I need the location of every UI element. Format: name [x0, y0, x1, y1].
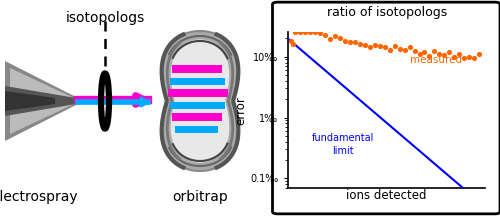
Polygon shape [170, 78, 225, 84]
Point [336, 37, 344, 40]
Point [420, 51, 428, 54]
Point [302, 31, 310, 34]
Polygon shape [162, 31, 238, 171]
Point [426, 54, 434, 58]
Point [450, 55, 458, 59]
Polygon shape [5, 91, 55, 111]
Point [475, 52, 483, 56]
Point [371, 43, 379, 47]
Point [346, 40, 354, 43]
Point [440, 53, 448, 57]
Point [292, 31, 300, 34]
Polygon shape [5, 86, 76, 116]
Point [288, 39, 296, 43]
Polygon shape [170, 39, 230, 163]
Point [406, 45, 413, 49]
Text: fundamental
limit: fundamental limit [312, 133, 374, 156]
Point [316, 31, 324, 35]
Point [361, 43, 369, 46]
Point [396, 47, 404, 51]
Point [296, 31, 304, 34]
Point [341, 40, 349, 43]
Point [366, 46, 374, 49]
Point [351, 40, 359, 43]
Polygon shape [10, 68, 74, 134]
Polygon shape [5, 61, 78, 141]
Polygon shape [172, 65, 222, 73]
Point [465, 55, 473, 58]
Point [430, 49, 438, 53]
Polygon shape [168, 89, 228, 97]
Text: measured: measured [410, 55, 462, 65]
Point [400, 49, 408, 52]
Point [331, 35, 339, 38]
Point [416, 52, 424, 55]
Point [386, 49, 394, 52]
Point [460, 57, 468, 60]
Point [436, 52, 444, 56]
Point [470, 56, 478, 60]
Point [381, 45, 389, 49]
Y-axis label: error: error [234, 96, 248, 125]
Text: ratio of isotopologs: ratio of isotopologs [328, 6, 448, 19]
Point [312, 31, 320, 34]
Point [326, 37, 334, 41]
Polygon shape [170, 102, 225, 108]
Point [390, 44, 398, 48]
Point [290, 43, 298, 46]
Text: orbitrap: orbitrap [172, 190, 228, 204]
Point [376, 45, 384, 48]
Text: electrospray: electrospray [0, 190, 78, 204]
X-axis label: ions detected: ions detected [346, 189, 426, 202]
Point [446, 51, 454, 54]
Point [356, 42, 364, 46]
Point [321, 33, 329, 37]
Point [306, 31, 314, 34]
Polygon shape [175, 125, 218, 132]
Point [410, 49, 418, 53]
Text: isotopologs: isotopologs [66, 11, 144, 25]
Polygon shape [172, 113, 222, 121]
Point [455, 52, 463, 56]
